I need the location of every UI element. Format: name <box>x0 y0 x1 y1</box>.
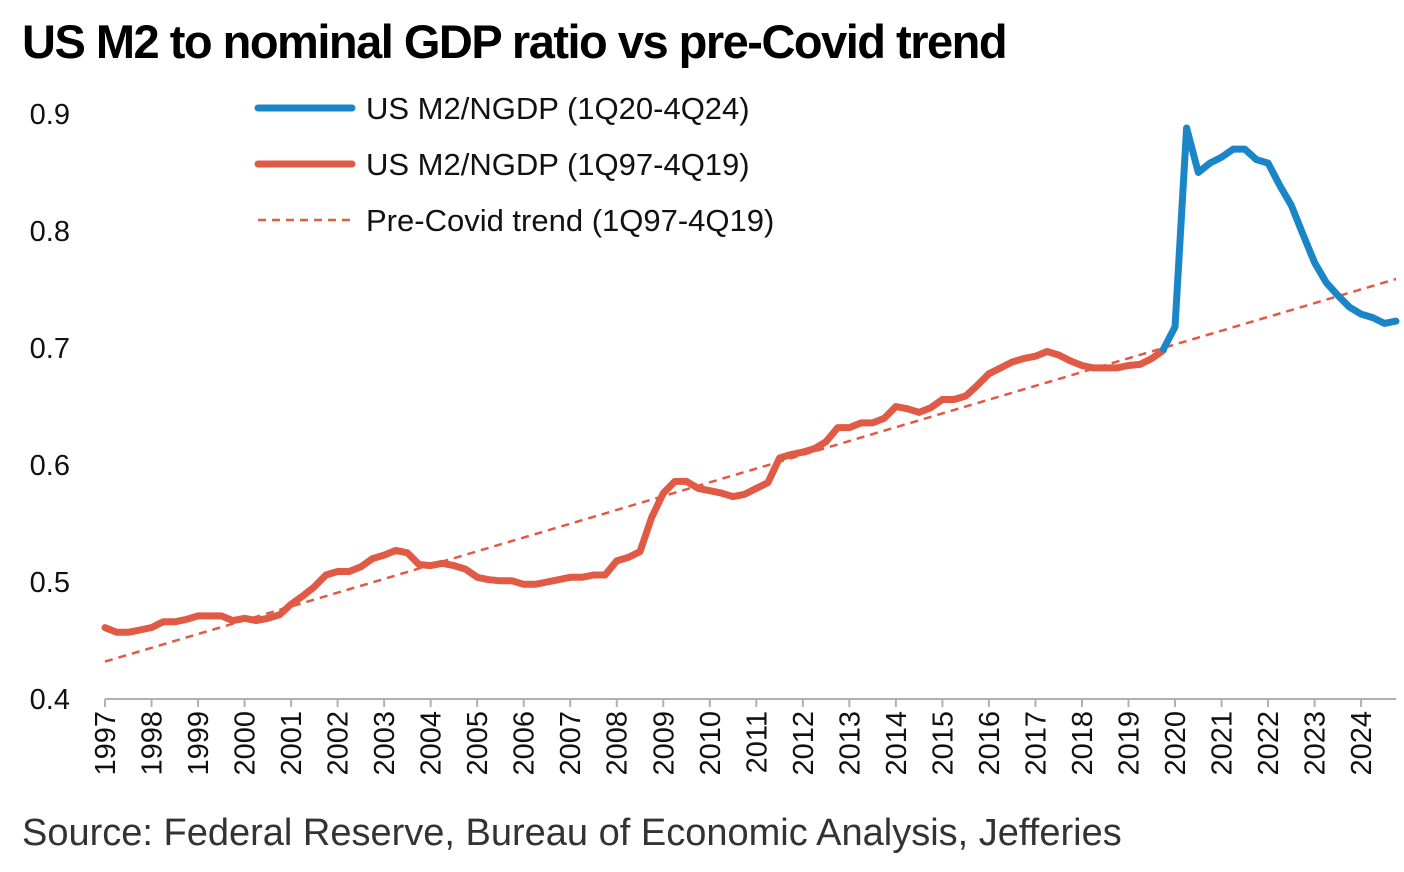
chart-source: Source: Federal Reserve, Bureau of Econo… <box>22 812 1122 854</box>
x-tick-label: 2015 <box>927 711 959 776</box>
x-axis: 1997 1998 1999 2000 2001 2002 2003 2004 2005 2006… <box>90 698 1396 776</box>
x-tick-label: 2024 <box>1346 711 1378 776</box>
x-tick-label: 2018 <box>1067 711 1099 776</box>
x-tick-label: 2011 <box>741 711 773 773</box>
y-tick-label: 0.5 <box>30 567 70 599</box>
x-tick-label: 2010 <box>695 711 727 776</box>
legend-label: US M2/NGDP (1Q97-4Q19) <box>366 147 750 182</box>
x-tick-label: 2000 <box>230 711 262 776</box>
x-tick-label: 2003 <box>369 711 401 776</box>
x-tick-label: 2017 <box>1020 711 1052 776</box>
x-tick-label: 2005 <box>462 711 494 776</box>
x-tick-label: 1999 <box>183 711 215 776</box>
x-tick-label: 2006 <box>509 711 541 776</box>
legend-label: Pre-Covid trend (1Q97-4Q19) <box>366 203 774 238</box>
x-tick-label: 2012 <box>788 711 820 776</box>
y-axis-tick-labels: 0.4 0.5 0.6 0.7 0.8 0.9 <box>30 99 70 716</box>
x-tick-label: 2013 <box>834 711 866 776</box>
x-tick-label: 1997 <box>90 711 122 776</box>
y-tick-label: 0.6 <box>30 450 70 482</box>
x-tick-label: 1998 <box>137 711 169 776</box>
series-line-trend <box>104 277 1397 663</box>
x-tick-label: 2022 <box>1253 711 1285 776</box>
y-tick-label: 0.9 <box>30 99 70 131</box>
series-line <box>1159 124 1400 353</box>
y-tick-label: 0.4 <box>30 684 70 716</box>
x-tick-label: 2019 <box>1113 711 1145 776</box>
x-tick-label: 2020 <box>1160 711 1192 776</box>
series-layer <box>101 124 1400 663</box>
legend-label: US M2/NGDP (1Q20-4Q24) <box>366 91 750 126</box>
x-tick-label: 2001 <box>276 711 308 776</box>
x-tick-label: 2008 <box>602 711 634 776</box>
y-tick-label: 0.7 <box>30 333 70 365</box>
chart-title: US M2 to nominal GDP ratio vs pre-Covid … <box>22 15 1008 68</box>
series-line <box>101 346 1167 636</box>
x-tick-label: 2021 <box>1207 711 1239 776</box>
y-tick-label: 0.8 <box>30 216 70 248</box>
legend: US M2/NGDP (1Q20-4Q24) US M2/NGDP (1Q97-4… <box>254 91 774 238</box>
x-tick-label: 2004 <box>416 711 448 776</box>
x-tick-label: 2002 <box>323 711 355 776</box>
x-tick-label: 2009 <box>648 711 680 776</box>
x-tick-label: 2023 <box>1300 711 1332 776</box>
x-tick-label: 2014 <box>881 711 913 776</box>
x-tick-label: 2007 <box>555 711 587 776</box>
x-tick-label: 2016 <box>974 711 1006 776</box>
